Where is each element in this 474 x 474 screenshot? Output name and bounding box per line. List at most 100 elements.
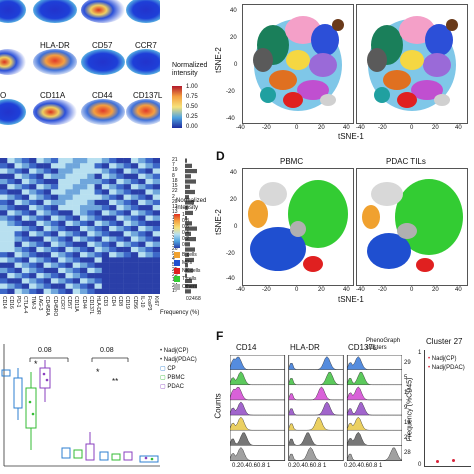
heatmap-cell	[65, 257, 73, 263]
heatmap-cell	[152, 194, 160, 201]
heatmap-cell	[130, 262, 139, 269]
heatmap-cell	[65, 246, 73, 253]
d-xtick-2: -20	[262, 287, 271, 293]
heatmap-cell	[58, 184, 66, 190]
heatmap-cell	[109, 184, 117, 190]
heatmap-cell	[72, 199, 81, 206]
heatmap-cell	[138, 273, 146, 279]
frequency-bar	[185, 273, 187, 278]
heatmap-cell	[50, 194, 59, 201]
heatmap-cell	[21, 173, 30, 180]
heatmap-cell	[145, 163, 153, 169]
heatmap-cell	[145, 288, 153, 294]
heatmap-cell	[43, 257, 52, 263]
d-ylabel: tSNE-2	[213, 209, 223, 235]
sig-star-2: *	[96, 367, 100, 377]
heatmap-cell	[138, 257, 146, 263]
cell-type-legend-item: Others	[174, 284, 197, 290]
heatmap-cell	[29, 252, 37, 258]
heatmap-cell	[109, 178, 117, 185]
freq-tick-0: 0	[186, 296, 189, 302]
heatmap-cell	[43, 267, 52, 274]
heatmap-cell	[87, 158, 95, 164]
heatmap-cell	[130, 168, 139, 174]
heatmap-cell	[94, 231, 103, 237]
cell-type-label: B cells	[182, 252, 197, 258]
cell-type-legend-item: MPs	[174, 260, 192, 266]
heatmap-cell	[138, 194, 146, 201]
histogram-density	[347, 402, 402, 416]
heatmap-cell	[109, 273, 117, 279]
map-row3-col2	[33, 99, 77, 125]
heatmap-cell	[145, 199, 153, 206]
heatmap-cell	[116, 168, 124, 174]
heatmap-cell	[29, 226, 37, 232]
heatmap-cell	[0, 252, 8, 258]
heatmap-cell	[43, 220, 52, 227]
c-ytick-20: 20	[230, 35, 237, 41]
heatmap-cell	[50, 267, 59, 274]
d-xtick-9: 20	[432, 287, 439, 293]
heatmap-cell	[94, 194, 103, 201]
heatmap-cell	[29, 168, 37, 174]
heatmap-cell	[72, 231, 81, 237]
marker-map-grid	[0, 0, 160, 125]
heatmap-legend-tick-04: 0.4	[182, 230, 189, 236]
heatmap-cell	[0, 215, 8, 221]
heatmap-cell	[29, 199, 37, 206]
heatmap-cell	[109, 241, 117, 248]
heatmap-column-label: FoxP3	[146, 296, 153, 311]
heatmap-column-label: CD8	[117, 296, 123, 307]
heatmap-cell	[152, 220, 160, 227]
legend-label: CP	[167, 366, 176, 372]
heatmap-cell	[7, 205, 15, 211]
heatmap-cell	[43, 236, 52, 242]
heatmap-cell	[101, 184, 110, 190]
heatmap-cell	[116, 178, 124, 185]
frequency-bar	[185, 163, 192, 168]
cell-type-label: MPs	[182, 260, 192, 266]
heatmap-cell	[152, 178, 160, 185]
heatmap-cell	[29, 163, 37, 169]
heatmap-cell	[50, 168, 59, 174]
heatmap-cell	[65, 267, 73, 274]
cell-type-swatch	[174, 260, 180, 266]
heatmap-cell	[7, 278, 15, 284]
heatmap-cell	[21, 288, 30, 294]
heatmap-cell	[152, 158, 160, 164]
heatmap-cell	[50, 262, 59, 269]
heatmap-cell	[50, 210, 59, 216]
heatmap-cell	[0, 210, 8, 216]
heatmap-cell	[80, 288, 88, 294]
heatmap-cell	[29, 194, 37, 201]
c-xtick-8: 0	[410, 125, 414, 131]
heatmap-cell	[130, 158, 139, 164]
heatmap-cell	[43, 199, 52, 206]
cell-type-label: Others	[182, 284, 198, 290]
heatmap-column-label: CD45RO	[51, 296, 58, 317]
heatmap-cell	[58, 231, 66, 237]
heatmap-cell	[21, 262, 30, 269]
heatmap-cell	[21, 278, 30, 284]
heatmap-cell	[101, 283, 110, 289]
heatmap-cell	[101, 288, 110, 294]
heatmap-cell	[29, 231, 37, 237]
heatmap-cell	[21, 273, 30, 279]
heatmap-cell	[29, 173, 37, 180]
cell-type-legend: B cells MPs NK cells T cells Others	[174, 252, 214, 298]
heatmap-cell	[109, 288, 117, 294]
histogram-density	[230, 371, 285, 385]
heatmap-column-label: CD14	[0, 296, 7, 309]
heatmap-cell	[109, 252, 117, 258]
heatmap-cell	[80, 241, 88, 248]
frequency-bar	[185, 158, 187, 163]
heatmap-cell	[36, 252, 44, 258]
heatmap-cell	[65, 252, 73, 258]
heatmap-cell	[80, 273, 88, 279]
heatmap-cell	[36, 215, 44, 221]
heatmap-cell	[138, 246, 146, 253]
frequency-bar	[185, 226, 197, 231]
heatmap-cell	[65, 231, 73, 237]
cell-type-swatch	[174, 252, 180, 258]
heatmap-cell	[123, 210, 132, 216]
